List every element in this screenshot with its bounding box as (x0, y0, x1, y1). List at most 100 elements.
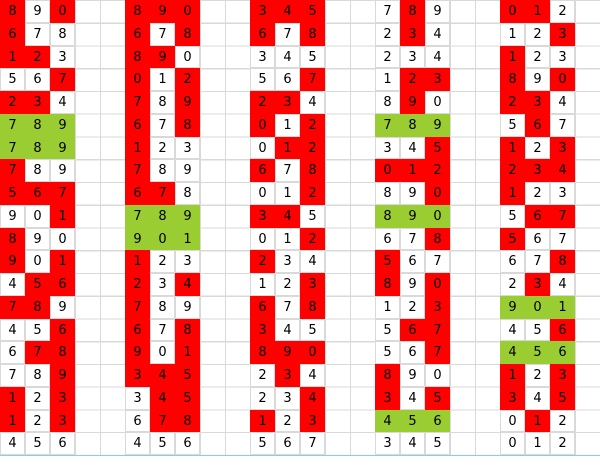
digit-cell: 7 (150, 409, 175, 433)
digit-cell: 1 (550, 295, 575, 319)
digit-cell: 4 (400, 432, 425, 455)
digit-cell: 8 (25, 136, 50, 160)
digit-cell: 9 (175, 204, 200, 228)
digit-cell: 2 (25, 386, 50, 410)
digit-cell: 2 (525, 45, 550, 69)
digit-cell: 3 (375, 136, 400, 160)
digit-cell: 7 (375, 113, 400, 137)
digit-cell: 9 (500, 295, 525, 319)
digit-cell: 6 (125, 409, 150, 433)
digit-cell: 2 (300, 113, 325, 137)
digit-cell: 7 (550, 227, 575, 251)
digit-cell: 0 (50, 227, 75, 251)
digit-cell: 7 (300, 432, 325, 455)
digit-cell: 1 (175, 341, 200, 364)
digit-cell: 4 (0, 432, 25, 455)
digit-cell: 2 (375, 22, 400, 46)
digit-cell: 9 (425, 113, 450, 137)
sheet-edge (0, 455, 600, 456)
digit-cell: 8 (300, 22, 325, 46)
digit-cell: 8 (150, 204, 175, 228)
digit-cell: 6 (500, 250, 525, 273)
digit-cell: 9 (0, 204, 25, 228)
digit-cell: 7 (25, 22, 50, 46)
digit-cell: 6 (400, 318, 425, 342)
digit-cell: 7 (50, 68, 75, 91)
digit-cell: 1 (250, 409, 275, 433)
digit-cell: 1 (525, 0, 550, 23)
digit-cell: 4 (425, 45, 450, 69)
digit-cell: 7 (150, 113, 175, 137)
digit-cell: 5 (300, 45, 325, 69)
digit-cell: 8 (400, 0, 425, 23)
digit-cell: 7 (425, 250, 450, 273)
digit-cell: 2 (500, 91, 525, 114)
digit-cell: 6 (125, 113, 150, 137)
digit-cell: 1 (275, 227, 300, 251)
digit-cell: 9 (400, 204, 425, 228)
digit-cell: 1 (275, 113, 300, 137)
digit-cell: 6 (50, 318, 75, 342)
digit-cell: 0 (250, 136, 275, 160)
digit-cell: 8 (500, 68, 525, 91)
digit-cell: 8 (375, 204, 400, 228)
digit-cell: 8 (25, 364, 50, 387)
digit-cell: 1 (400, 159, 425, 182)
digit-cell: 2 (300, 136, 325, 160)
digit-cell: 1 (125, 136, 150, 160)
digit-cell: 6 (400, 250, 425, 273)
digit-cell: 7 (25, 341, 50, 364)
digit-cell: 2 (125, 273, 150, 296)
digit-cell: 7 (275, 295, 300, 319)
digit-cell: 3 (50, 409, 75, 433)
digit-cell: 6 (125, 22, 150, 46)
digit-cell: 2 (250, 364, 275, 387)
digit-cell: 5 (150, 432, 175, 455)
digit-cell: 2 (150, 250, 175, 273)
digit-cell: 6 (250, 295, 275, 319)
digit-cell: 3 (150, 273, 175, 296)
digit-cell: 2 (500, 159, 525, 182)
digit-cell: 8 (175, 318, 200, 342)
digit-cell: 1 (500, 22, 525, 46)
digit-cell: 2 (375, 45, 400, 69)
digit-cell: 3 (175, 136, 200, 160)
digit-cell: 4 (525, 386, 550, 410)
digit-cell: 5 (500, 227, 525, 251)
digit-cell: 5 (425, 136, 450, 160)
digit-cell: 2 (250, 250, 275, 273)
digit-cell: 5 (500, 113, 525, 137)
digit-cell: 0 (125, 68, 150, 91)
digit-cell: 2 (300, 227, 325, 251)
digit-cell: 3 (425, 295, 450, 319)
digit-cell: 7 (275, 22, 300, 46)
digit-cell: 5 (300, 204, 325, 228)
digit-cell: 1 (275, 136, 300, 160)
digit-cell: 9 (25, 227, 50, 251)
digit-cell: 3 (550, 136, 575, 160)
digit-cell: 8 (375, 364, 400, 387)
digit-cell: 7 (0, 364, 25, 387)
digit-cell: 2 (550, 0, 575, 23)
digit-cell: 8 (400, 113, 425, 137)
digit-cell: 8 (25, 295, 50, 319)
digit-cell: 3 (400, 22, 425, 46)
digit-cell: 3 (25, 91, 50, 114)
digit-cell: 7 (400, 227, 425, 251)
digit-cell: 8 (425, 227, 450, 251)
digit-cell: 4 (300, 250, 325, 273)
digit-cell: 8 (125, 0, 150, 23)
digit-cell: 4 (300, 386, 325, 410)
digit-cell: 7 (300, 68, 325, 91)
digit-cell: 6 (275, 432, 300, 455)
digit-cell: 7 (150, 182, 175, 205)
digit-cell: 9 (400, 273, 425, 296)
digit-cell: 6 (50, 432, 75, 455)
digit-cell: 2 (275, 273, 300, 296)
digit-cell: 5 (25, 318, 50, 342)
digit-cell: 8 (50, 22, 75, 46)
digit-cell: 8 (300, 295, 325, 319)
digit-cell: 8 (0, 227, 25, 251)
digit-cell: 8 (175, 22, 200, 46)
digit-cell: 4 (400, 386, 425, 410)
